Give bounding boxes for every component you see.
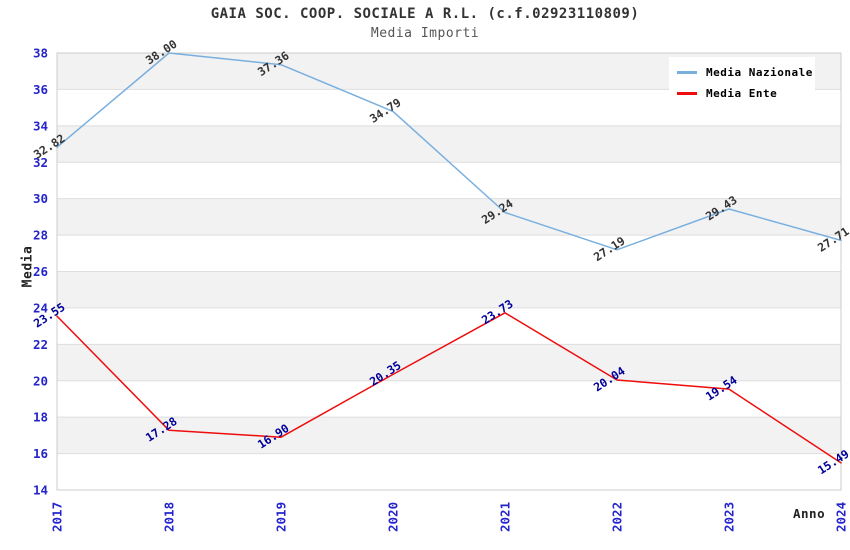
x-tick-label: 2019	[274, 502, 289, 532]
x-tick-label: 2024	[834, 502, 849, 532]
y-tick-label: 22	[33, 337, 48, 352]
y-tick-label: 30	[33, 191, 48, 206]
y-tick-label: 20	[33, 373, 48, 388]
x-tick-label: 2022	[610, 502, 625, 532]
legend-item-media-nazionale: Media Nazionale	[677, 62, 815, 83]
grid-band	[57, 271, 841, 308]
x-tick-label: 2021	[498, 502, 513, 532]
y-tick-label: 26	[33, 264, 48, 279]
grid-band	[57, 307, 841, 345]
y-tick-label: 24	[33, 300, 48, 315]
legend-label-ente: Media Ente	[706, 87, 778, 100]
grid-band	[57, 235, 841, 272]
grid-band	[57, 125, 841, 163]
y-tick-label: 28	[33, 228, 48, 243]
series-line-media-ente	[56, 312, 842, 464]
x-tick-label: 2017	[50, 502, 65, 532]
grid-band	[57, 380, 841, 418]
y-axis-title: Media	[20, 245, 36, 288]
grid-band	[57, 344, 841, 381]
y-tick-label: 38	[33, 46, 48, 61]
grid-band	[57, 453, 841, 490]
y-tick-label: 16	[33, 446, 48, 461]
x-axis-title: Anno	[793, 506, 826, 521]
y-tick-label: 32	[33, 155, 48, 170]
legend-swatch-ente-icon	[677, 92, 697, 95]
x-tick-label: 2018	[162, 502, 177, 532]
y-tick-label: 14	[33, 483, 48, 498]
grid-band	[57, 198, 841, 236]
chart-title: GAIA SOC. COOP. SOCIALE A R.L. (c.f.0292…	[210, 6, 640, 22]
legend-label-nazionale: Media Nazionale	[706, 66, 813, 79]
legend: Media Nazionale Media Ente	[669, 57, 815, 110]
y-tick-label: 34	[33, 118, 48, 133]
y-tick-label: 18	[33, 410, 48, 425]
grid-band	[57, 417, 841, 454]
y-tick-label: 36	[33, 82, 48, 97]
grid-band	[57, 162, 841, 199]
chart-subtitle: Media Importi	[370, 26, 480, 41]
series-line-media-nazionale	[56, 52, 842, 251]
plot-border	[56, 52, 842, 491]
x-tick-label: 2023	[722, 502, 737, 532]
legend-swatch-nazionale-icon	[677, 71, 697, 74]
x-tick-label: 2020	[386, 502, 401, 532]
legend-item-media-ente: Media Ente	[677, 83, 815, 104]
